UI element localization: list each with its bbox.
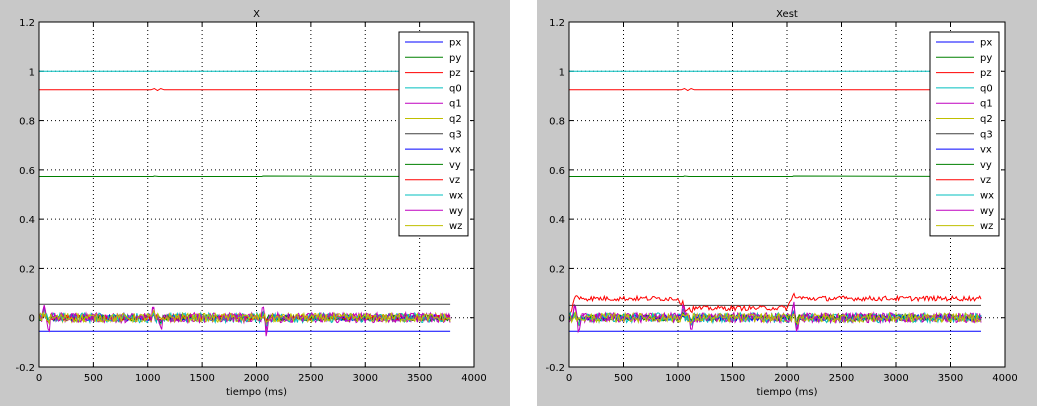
x-tick-label: 4000: [461, 373, 486, 384]
x-tick-label: 0: [566, 373, 572, 384]
y-tick-label: -0.2: [545, 363, 565, 374]
legend-label-wx: wx: [980, 191, 994, 202]
y-tick-label: 1.2: [19, 18, 35, 29]
x-axis-label: tiempo (ms): [226, 387, 287, 398]
series-line-vz: [568, 292, 982, 317]
legend-label-q2: q2: [980, 114, 993, 125]
x-tick-label: 3000: [883, 373, 908, 384]
chart-2: 0 500 1000 1500 2000 2500 3000 3500 4000-0.200.2…: [545, 9, 1017, 398]
legend-label-vy: vy: [449, 160, 461, 171]
series-line-py: [39, 175, 451, 177]
legend-label-q1: q1: [449, 99, 462, 110]
series-line-py: [569, 175, 982, 177]
x-tick-label: 3000: [353, 373, 378, 384]
legend-label-px: px: [980, 38, 992, 49]
legend-label-pz: pz: [980, 68, 992, 79]
x-tick-label: 0: [36, 373, 42, 384]
y-tick-label: 0.4: [19, 215, 35, 226]
y-tick-label: 0: [29, 314, 35, 325]
legend: px py pz q0 q1 q2 q3 vx vy vz wx wy wz: [929, 31, 1000, 237]
y-tick-label: 0.8: [549, 117, 565, 128]
legend-label-vx: vx: [980, 145, 992, 156]
legend-label-q2: q2: [449, 114, 462, 125]
axes-frame: [38, 21, 475, 368]
series-line-pz: [39, 87, 451, 92]
x-tick-label: 500: [84, 373, 103, 384]
legend-label-pz: pz: [449, 68, 461, 79]
y-tick-label: 0.8: [19, 117, 35, 128]
y-tick-label: 0.6: [19, 166, 35, 177]
y-tick-label: 1: [29, 67, 35, 78]
x-tick-label: 1500: [720, 373, 745, 384]
legend-label-vx: vx: [449, 145, 461, 156]
y-tick-label: 0.2: [549, 264, 565, 275]
y-tick-label: 0.4: [549, 215, 565, 226]
legend-label-q0: q0: [449, 83, 462, 94]
y-tick-label: -0.2: [15, 363, 35, 374]
legend-label-wy: wy: [449, 206, 463, 217]
legend-label-py: py: [449, 53, 461, 64]
y-tick-label: 0.2: [19, 264, 35, 275]
series-line-pz: [569, 87, 981, 92]
legend-label-wz: wz: [449, 221, 462, 232]
legend-label-vz: vz: [980, 175, 991, 186]
legend-label-wx: wx: [449, 191, 463, 202]
axes-frame: [568, 21, 1006, 368]
chart-1: 0 500 1000 1500 2000 2500 3000 3500 4000-0.200.2…: [15, 9, 486, 398]
chart-title: X: [253, 9, 260, 20]
x-tick-label: 1000: [665, 373, 690, 384]
y-tick-label: 0.6: [549, 166, 565, 177]
x-tick-label: 2000: [244, 373, 269, 384]
x-tick-label: 3500: [407, 373, 432, 384]
x-tick-label: 4000: [992, 373, 1017, 384]
x-tick-label: 2500: [298, 373, 323, 384]
x-tick-label: 3500: [938, 373, 963, 384]
legend-label-wy: wy: [980, 206, 994, 217]
x-tick-label: 2000: [774, 373, 799, 384]
x-tick-label: 1000: [135, 373, 160, 384]
legend-label-q0: q0: [980, 83, 993, 94]
x-tick-label: 1500: [189, 373, 214, 384]
y-tick-label: 1: [559, 67, 565, 78]
legend-label-px: px: [449, 38, 461, 49]
series-line-wz: [38, 308, 451, 326]
legend-label-q3: q3: [449, 129, 462, 140]
y-tick-label: 0: [559, 314, 565, 325]
x-tick-label: 500: [614, 373, 633, 384]
legend-label-q1: q1: [980, 99, 993, 110]
legend-label-vy: vy: [980, 160, 992, 171]
legend-label-py: py: [980, 53, 992, 64]
x-tick-label: 2500: [829, 373, 854, 384]
legend: px py pz q0 q1 q2 q3 vx vy vz wx wy wz: [398, 31, 469, 237]
series-line-wz: [568, 311, 982, 326]
x-axis-label: tiempo (ms): [757, 387, 818, 398]
y-tick-label: 1.2: [549, 18, 565, 29]
chart-title: Xest: [776, 9, 798, 20]
legend-label-wz: wz: [980, 221, 993, 232]
legend-label-q3: q3: [980, 129, 993, 140]
legend-label-vz: vz: [449, 175, 460, 186]
